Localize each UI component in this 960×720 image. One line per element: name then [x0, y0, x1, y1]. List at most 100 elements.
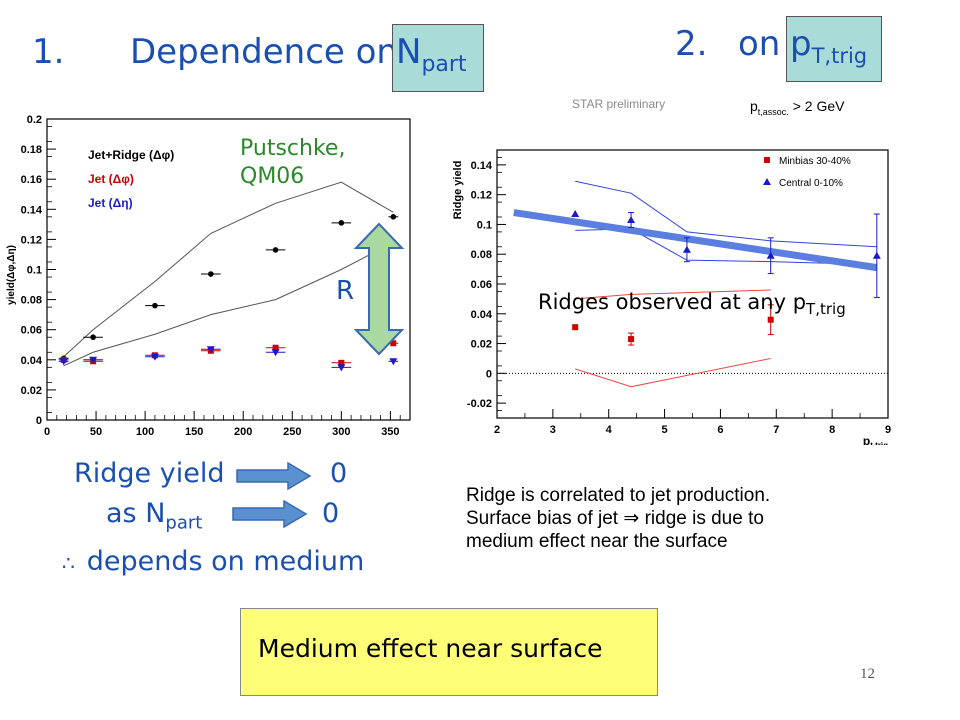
arrow-right-1: [236, 462, 312, 490]
pt-trig-box: [786, 16, 882, 82]
npart-box: [392, 24, 484, 92]
heading-2-number: 2.: [675, 24, 708, 64]
y-axis-label: yield(Δφ,Δη): [6, 245, 17, 305]
data-point: [389, 358, 398, 366]
putschke-line1: Putschke,: [240, 136, 346, 161]
data-point: [271, 349, 280, 357]
data-point: [390, 340, 397, 347]
npart-sub: part: [421, 51, 467, 77]
pt-sub: T,trig: [811, 43, 868, 68]
data-point: [390, 214, 397, 220]
data-point: [90, 334, 96, 341]
y-tick-label: 0.16: [21, 174, 42, 186]
data-point: [272, 247, 279, 253]
lower-band-line: [63, 241, 394, 367]
y-tick-label: 0.14: [471, 160, 493, 172]
arrow-right-2: [232, 500, 308, 528]
ridge-yield-value-1: 0: [330, 458, 348, 489]
x-axis-label: Npart: [384, 438, 408, 440]
x-tick-label: 0: [44, 426, 50, 438]
x-tick-label: 3: [550, 424, 556, 436]
heading-2-text: on: [738, 24, 781, 64]
star-preliminary: STAR preliminary: [572, 97, 666, 111]
passoc-main: p: [750, 98, 758, 114]
x-tick-label: 350: [381, 426, 399, 438]
y-tick-label: 0: [36, 415, 42, 427]
x-tick-label: 200: [234, 426, 252, 438]
y-tick-label: 0.02: [21, 385, 42, 397]
legend-entry: Jet (Δφ): [88, 172, 134, 186]
central-upper-band: [575, 180, 877, 248]
legend-entry: Central 0-10%: [779, 178, 843, 189]
medium-effect-box: [240, 608, 658, 696]
data-point: [627, 215, 636, 223]
data-point: [89, 356, 98, 364]
ridges-observed-label: Ridges observed at any pT,trig: [538, 290, 846, 318]
data-point: [682, 245, 691, 253]
ridge-annotation: Ridge is correlated to jet production. S…: [466, 484, 906, 553]
y-tick-label: 0.14: [21, 204, 43, 216]
x-tick-label: 150: [185, 426, 203, 438]
data-point: [338, 220, 345, 226]
minbias-lower-band: [575, 357, 771, 388]
x-tick-label: 250: [283, 426, 301, 438]
x-tick-label: 6: [717, 424, 723, 436]
y-tick-label: 0.1: [477, 219, 492, 231]
y-tick-label: 0: [486, 368, 492, 380]
trend-line: [513, 209, 878, 272]
y-tick-label: 0.08: [471, 249, 492, 261]
annotation-line2a: Surface bias of jet: [466, 508, 624, 529]
depends-text: depends on medium: [86, 546, 365, 577]
data-point: [766, 251, 775, 259]
legend-marker: [764, 157, 770, 163]
x-tick-label: 8: [829, 424, 835, 436]
y-tick-label: 0.06: [471, 279, 492, 291]
pt-main: p: [790, 24, 812, 64]
depends-on-medium: ∴ depends on medium: [62, 546, 364, 577]
x-tick-label: 100: [136, 426, 154, 438]
annotation-line3: medium effect near the surface: [466, 531, 728, 552]
ridge-yield-part: part: [165, 512, 203, 534]
r-label: R: [336, 276, 355, 306]
data-point: [208, 271, 214, 277]
minbias-upper-band: [575, 289, 771, 300]
therefore-symbol: ∴: [62, 551, 75, 575]
y-tick-label: 0.08: [21, 295, 42, 307]
data-point: [572, 324, 579, 331]
pt-trig-label: pT,trig: [790, 24, 867, 76]
annotation-line2: Surface bias of jet ⇒ ridge is due to: [466, 507, 906, 530]
x-tick-label: 50: [90, 426, 102, 438]
y-tick-label: 0.12: [21, 234, 42, 246]
y-tick-label: 0.2: [27, 114, 42, 126]
y-tick-label: 0.02: [471, 339, 492, 351]
annotation-line2b: ridge is due to: [639, 508, 764, 529]
pt-trig-ridge-chart: -0.02 0 0.02 0.04 0.06 0.08 0.1 0.12 0.14 2 3 4 5 6 7 8…: [452, 149, 891, 445]
data-point: [571, 210, 580, 218]
y-tick-label: 0.04: [21, 355, 43, 367]
ridge-yield-line1: Ridge yield: [74, 458, 225, 489]
y-tick-label: 0.1: [27, 265, 42, 277]
passoc-rest: > 2 GeV: [788, 98, 845, 114]
legend-entry: Minbias 30-40%: [779, 156, 851, 167]
y-tick-label: 0.18: [21, 144, 42, 156]
npart-label: Npart: [396, 32, 467, 85]
passoc-sub: t,assoc.: [757, 106, 789, 117]
legend-entry: Jet+Ridge (Δφ): [88, 148, 174, 162]
legend-marker: [763, 178, 771, 185]
x-tick-label: 2: [494, 424, 500, 436]
heading-1-text: Dependence on: [130, 32, 398, 72]
ridge-yield-line2: as Npart: [106, 498, 202, 533]
ridges-observed-main: Ridges observed at any p: [538, 290, 807, 314]
legend-entry: Jet (Δη): [88, 196, 133, 210]
x-tick-label: 9: [885, 424, 891, 436]
data-point: [206, 346, 215, 354]
y-tick-label: 0.06: [21, 325, 42, 337]
npart-yield-chart: 0 0.02 0.04 0.06 0.08 0.1 0.12 0.14 0.16 0.18 0.2 0…: [6, 114, 411, 440]
slide-number: 12: [860, 666, 875, 682]
data-point: [150, 353, 159, 361]
data-point: [59, 358, 68, 366]
data-point: [767, 316, 774, 323]
ridge-yield-value-2: 0: [322, 498, 340, 529]
heading-1-number: 1.: [32, 32, 65, 72]
double-arrow: [353, 222, 405, 356]
